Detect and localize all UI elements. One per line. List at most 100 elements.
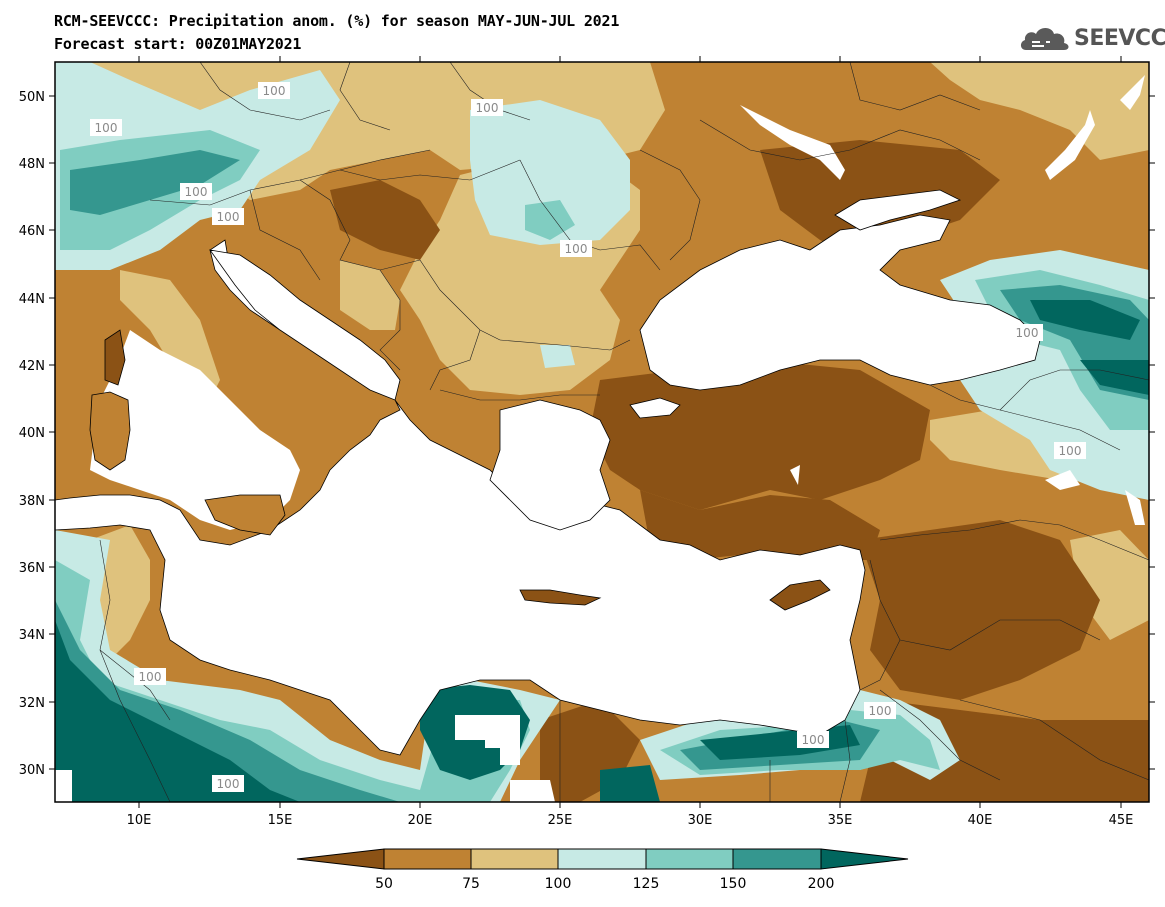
lat-label: 46N <box>19 224 45 239</box>
lon-label: 10E <box>127 813 152 828</box>
aegean-sea <box>489 399 611 531</box>
colorbar-swatch-50-75 <box>383 848 472 870</box>
adriatic-sea <box>209 249 401 401</box>
island-corsica <box>104 329 126 386</box>
svg-text:100: 100 <box>565 242 588 256</box>
lat-label: 32N <box>19 696 45 711</box>
svg-text:100: 100 <box>139 670 162 684</box>
colorbar-swatch-below-50 <box>296 848 385 870</box>
island-sardinia <box>89 391 131 471</box>
missing-data-mask <box>455 715 520 765</box>
lat-label: 48N <box>19 157 45 172</box>
svg-text:100: 100 <box>476 101 499 115</box>
colorbar-tick-label: 75 <box>462 876 480 892</box>
contour-label: 100 <box>797 731 829 748</box>
contour-label: 100 <box>864 702 896 719</box>
contour-label: 100 <box>471 99 503 116</box>
lon-label: 20E <box>408 813 433 828</box>
svg-text:100: 100 <box>869 704 892 718</box>
lat-label: 50N <box>19 90 45 105</box>
lon-label: 30E <box>688 813 713 828</box>
island-sicily <box>204 494 286 536</box>
svg-text:100: 100 <box>95 121 118 135</box>
missing-data-mask <box>1045 470 1080 490</box>
anomaly-below-50-area <box>590 360 930 510</box>
sea-of-marmara <box>629 397 681 419</box>
tyrrhenian-sea <box>90 330 300 530</box>
missing-data-mask <box>790 465 800 485</box>
longitude-axis: 10E 15E 20E 25E 30E 35E 40E 45E <box>127 56 1134 828</box>
svg-text:100: 100 <box>217 777 240 791</box>
contour-labels: 100 100 100 100 100 100 100 100 100 100 … <box>90 82 1086 792</box>
anomaly-above-200-area <box>600 765 660 802</box>
logo-text: SEEVCCC <box>1074 26 1165 51</box>
anomaly-below-50-area <box>330 180 440 260</box>
colorbar-swatch-75-100 <box>470 848 559 870</box>
island-crete <box>519 589 602 606</box>
black-sea <box>639 214 1041 391</box>
colorbar-tick-label: 100 <box>545 876 572 892</box>
svg-text:100: 100 <box>1016 326 1039 340</box>
lon-label: 40E <box>968 813 993 828</box>
contour-label: 100 <box>134 668 166 685</box>
missing-data-mask <box>510 780 555 802</box>
lat-label: 36N <box>19 561 45 576</box>
svg-text:100: 100 <box>185 185 208 199</box>
lat-label: 34N <box>19 628 45 643</box>
lon-label: 45E <box>1109 813 1134 828</box>
missing-data-mask <box>1125 490 1145 525</box>
lat-label: 30N <box>19 763 45 778</box>
colorbar-swatch-100-125 <box>557 848 647 870</box>
svg-text:100: 100 <box>263 84 286 98</box>
seevccc-logo: SEEVCCC <box>1018 22 1165 56</box>
missing-data-mask <box>55 770 72 802</box>
colorbar-tick-label: 50 <box>375 876 393 892</box>
svg-text:100: 100 <box>217 210 240 224</box>
colorbar-swatch-above-200 <box>820 848 909 870</box>
contour-label: 100 <box>1054 442 1086 459</box>
missing-data-mask <box>1045 110 1095 180</box>
anomaly-above-200-area <box>1030 300 1140 340</box>
lat-label: 44N <box>19 292 45 307</box>
colorbar-tick-label: 200 <box>808 876 835 892</box>
colorbar-tick-label: 125 <box>633 876 660 892</box>
colorbar-tick-label: 150 <box>720 876 747 892</box>
anomaly-75-100-area <box>930 62 1149 160</box>
sea-of-azov <box>834 189 962 231</box>
anomaly-above-200-area <box>1080 360 1149 395</box>
anomaly-100-125-area <box>470 100 630 245</box>
lon-label: 25E <box>548 813 573 828</box>
svg-text:100: 100 <box>802 733 825 747</box>
island-cyprus <box>769 579 831 611</box>
anomaly-below-50-area <box>860 520 1100 700</box>
anomaly-100-125-area <box>540 345 575 368</box>
missing-data-mask <box>1120 75 1145 110</box>
cloud-icon <box>1020 28 1069 50</box>
contour-label: 100 <box>560 240 592 257</box>
svg-text:100: 100 <box>1059 444 1082 458</box>
contour-label: 100 <box>212 775 244 792</box>
lon-label: 35E <box>828 813 853 828</box>
colorbar-swatch-125-150 <box>645 848 734 870</box>
colorbar: 50 75 100 125 150 200 <box>296 848 909 892</box>
lat-label: 40N <box>19 426 45 441</box>
contour-label: 100 <box>1011 324 1043 341</box>
colorbar-swatch-150-200 <box>732 848 822 870</box>
contour-label: 100 <box>258 82 290 99</box>
latitude-axis: 50N 48N 46N 44N 42N 40N 38N 36N 34N 32N … <box>19 90 1155 778</box>
lat-label: 38N <box>19 494 45 509</box>
forecast-start-subtitle: Forecast start: 00Z01MAY2021 <box>54 35 302 53</box>
anomaly-above-200-area <box>55 620 300 802</box>
missing-data-mask <box>740 105 845 180</box>
lat-label: 42N <box>19 359 45 374</box>
anomaly-150-200-area <box>70 150 240 215</box>
lon-label: 15E <box>268 813 293 828</box>
map-title: RCM-SEEVCCC: Precipitation anom. (%) for… <box>54 12 620 30</box>
contour-label: 100 <box>180 183 212 200</box>
map-field <box>55 62 1149 802</box>
anomaly-below-50-area <box>640 490 880 560</box>
contour-label: 100 <box>90 119 122 136</box>
contour-label: 100 <box>212 208 244 225</box>
country-borders <box>99 62 1149 802</box>
